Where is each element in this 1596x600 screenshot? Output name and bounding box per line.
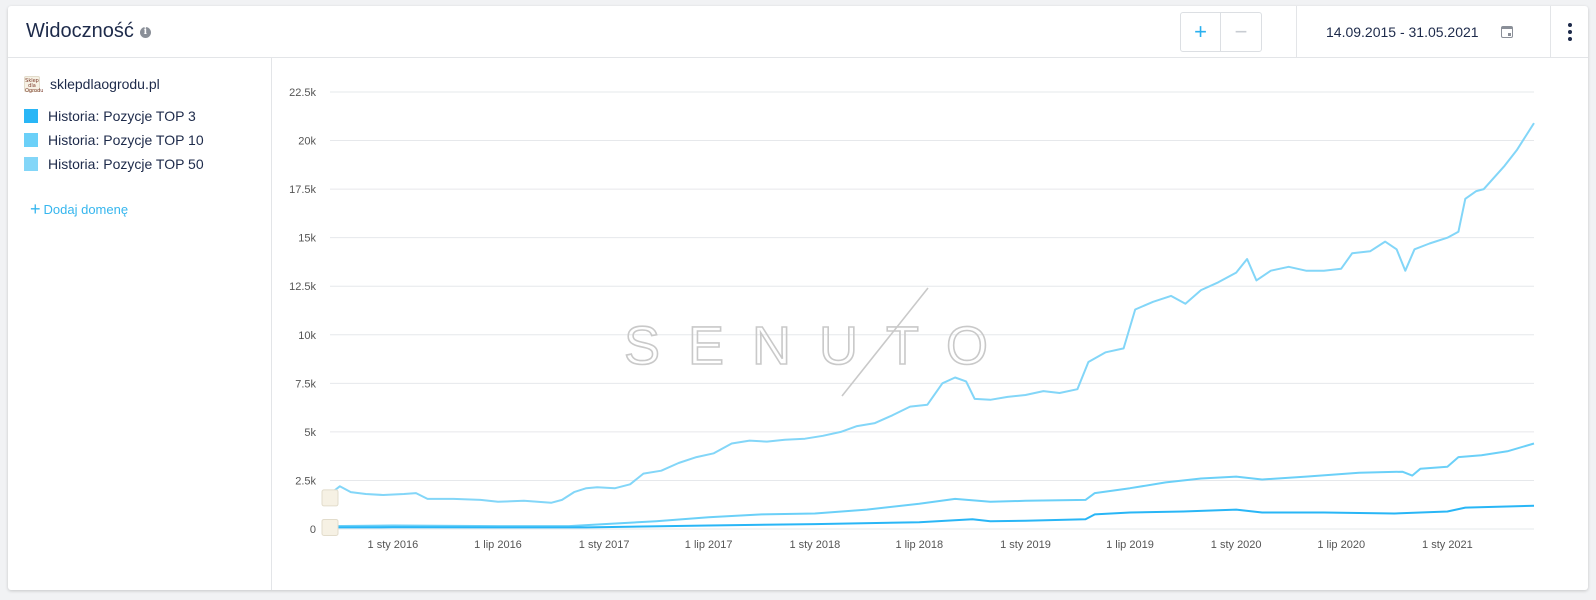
x-tick-label: 1 sty 2016	[368, 539, 419, 551]
domain-name: sklepdlaogrodu.pl	[50, 76, 160, 92]
x-tick-label: 1 lip 2020	[1317, 539, 1365, 551]
y-tick-label: 15k	[298, 233, 316, 245]
domain-favicon-icon: Sklep dla Ogrodu	[24, 76, 44, 94]
legend-item-top50[interactable]: Historia: Pozycje TOP 50	[24, 156, 204, 172]
legend-item-top10[interactable]: Historia: Pozycje TOP 10	[24, 132, 204, 148]
y-tick-label: 12.5k	[289, 281, 316, 293]
y-tick-label: 7.5k	[295, 378, 316, 390]
legend-label: Historia: Pozycje TOP 50	[48, 156, 204, 172]
plus-icon: +	[30, 199, 41, 219]
more-options-button[interactable]	[1551, 6, 1588, 58]
visibility-chart: 0 2.5k 5k 7.5k 10k 12.5k 15k 17.5k 20k 22.5k 1 sty…	[289, 87, 1535, 551]
legend-swatch	[24, 109, 38, 123]
zoom-controls: + −	[1180, 12, 1262, 52]
y-tick-label: 20k	[298, 136, 316, 148]
date-range-picker[interactable]: 14.09.2015 - 31.05.2021	[1298, 6, 1550, 58]
y-tick-label: 2.5k	[295, 475, 316, 487]
dot-icon	[1567, 37, 1572, 41]
watermark-stroke	[841, 287, 929, 397]
domain-row: Sklep dla Ogrodu sklepdlaogrodu.pl	[24, 76, 160, 94]
legend-swatch	[24, 157, 38, 171]
series-line	[329, 504, 1535, 529]
series-line	[329, 442, 1535, 528]
date-range-text: 14.09.2015 - 31.05.2021	[1326, 24, 1479, 40]
title-text: Widoczność	[26, 20, 134, 42]
watermark-text: SENUTO	[624, 316, 1016, 376]
x-tick-label: 1 lip 2017	[685, 539, 733, 551]
legend-item-top3[interactable]: Historia: Pozycje TOP 3	[24, 108, 196, 124]
y-tick-label: 5k	[304, 427, 316, 439]
x-tick-label: 1 lip 2018	[895, 539, 943, 551]
x-tick-label: 1 sty 2020	[1211, 539, 1262, 551]
info-icon[interactable]: i	[139, 27, 151, 38]
y-tick-label: 17.5k	[289, 184, 316, 196]
y-tick-label: 10k	[298, 330, 316, 342]
legend-swatch	[24, 133, 38, 147]
header-divider	[1550, 6, 1551, 58]
card-header: Widoczność i + − 14.09.2015 - 31.05.2021	[8, 6, 1588, 58]
series-line	[329, 122, 1535, 504]
visibility-card: Widoczność i + − 14.09.2015 - 31.05.2021…	[8, 6, 1588, 590]
y-tick-label: 22.5k	[289, 87, 316, 99]
x-tick-label: 1 sty 2019	[1000, 539, 1051, 551]
x-tick-label: 1 sty 2021	[1422, 539, 1473, 551]
series-start-marker	[321, 518, 339, 536]
x-tick-label: 1 lip 2016	[474, 539, 522, 551]
add-domain-label: Dodaj domenę	[43, 202, 129, 217]
x-tick-label: 1 lip 2019	[1106, 539, 1154, 551]
header-divider	[1296, 6, 1297, 58]
x-tick-label: 1 sty 2017	[579, 539, 630, 551]
legend-sidebar: Sklep dla Ogrodu sklepdlaogrodu.pl Histo…	[8, 58, 272, 590]
add-domain-button[interactable]: + Dodaj domenę	[30, 199, 129, 219]
legend-label: Historia: Pozycje TOP 3	[48, 108, 196, 124]
zoom-out-button[interactable]: −	[1234, 19, 1248, 44]
zoom-in-button[interactable]: +	[1181, 13, 1221, 51]
calendar-icon	[1500, 26, 1513, 38]
x-tick-label: 1 sty 2018	[789, 539, 840, 551]
y-tick-label: 0	[310, 524, 316, 536]
legend-label: Historia: Pozycje TOP 10	[48, 132, 204, 148]
page-title: Widoczność i	[26, 20, 151, 43]
dot-icon	[1567, 30, 1572, 34]
chart-area: 0 2.5k 5k 7.5k 10k 12.5k 15k 17.5k 20k 22.5k 1 sty…	[272, 58, 1588, 590]
series-start-marker	[321, 489, 339, 507]
dot-icon	[1567, 23, 1572, 27]
